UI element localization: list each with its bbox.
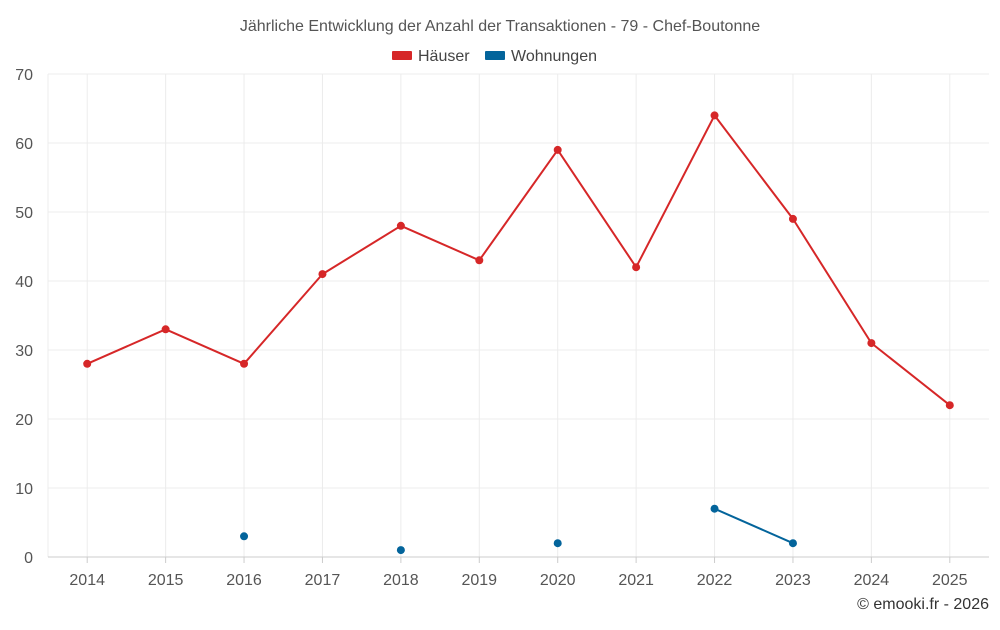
axes: 0 10 20 30 40 50 60 70 2014 2015 2016 2017 2018 2019 2… bbox=[15, 67, 989, 589]
data-point-haeuser[interactable] bbox=[945, 401, 954, 410]
data-point-wohnungen[interactable] bbox=[710, 504, 719, 513]
data-point-haeuser[interactable] bbox=[240, 359, 249, 368]
legend: Häuser Wohnungen bbox=[392, 48, 597, 65]
data-point-haeuser[interactable] bbox=[788, 214, 797, 223]
y-tick-label: 50 bbox=[15, 205, 33, 222]
credit-text: © emooki.fr - 2026 bbox=[857, 596, 989, 613]
series-line-segment-haeuser bbox=[321, 224, 402, 276]
legend-item-wohnungen[interactable]: Wohnungen bbox=[485, 48, 597, 65]
y-tick-label: 70 bbox=[15, 67, 33, 84]
x-tick-label: 2024 bbox=[854, 572, 890, 589]
data-point-haeuser[interactable] bbox=[161, 325, 170, 334]
x-tick-label: 2020 bbox=[540, 572, 576, 589]
x-tick-label: 2022 bbox=[697, 572, 733, 589]
x-tick-label: 2018 bbox=[383, 572, 419, 589]
legend-swatch-wohnungen bbox=[485, 51, 505, 60]
chart-title: Jährliche Entwicklung der Anzahl der Tra… bbox=[240, 18, 760, 35]
series-line-segment-haeuser bbox=[556, 148, 638, 269]
y-tick-label: 40 bbox=[15, 274, 33, 291]
series-line-segment-haeuser bbox=[164, 328, 246, 365]
series-line-segment-haeuser bbox=[478, 148, 559, 262]
x-tick-label: 2023 bbox=[775, 572, 811, 589]
data-point-haeuser[interactable] bbox=[318, 270, 327, 279]
series-line-segment-haeuser bbox=[635, 114, 716, 269]
data-point-haeuser[interactable] bbox=[710, 111, 719, 120]
series-line-segment-haeuser bbox=[399, 224, 481, 262]
y-tick-label: 20 bbox=[15, 412, 33, 429]
y-tick-label: 10 bbox=[15, 481, 33, 498]
x-tick-label: 2025 bbox=[932, 572, 968, 589]
series-line-segment-haeuser bbox=[86, 328, 167, 365]
data-point-wohnungen[interactable] bbox=[788, 539, 797, 548]
legend-label-haeuser: Häuser bbox=[418, 48, 470, 65]
x-tick-label: 2017 bbox=[305, 572, 341, 589]
data-point-wohnungen[interactable] bbox=[553, 539, 562, 548]
data-point-haeuser[interactable] bbox=[396, 221, 405, 230]
data-point-haeuser[interactable] bbox=[867, 339, 876, 348]
data-point-haeuser[interactable] bbox=[475, 256, 484, 265]
x-tick-label: 2021 bbox=[618, 572, 654, 589]
x-tick-label: 2014 bbox=[69, 572, 105, 589]
y-tick-label: 60 bbox=[15, 136, 33, 153]
x-tick-label: 2019 bbox=[461, 572, 497, 589]
x-tick-label: 2015 bbox=[148, 572, 184, 589]
legend-item-haeuser[interactable]: Häuser bbox=[392, 48, 470, 65]
data-point-haeuser[interactable] bbox=[83, 359, 92, 368]
y-tick-label: 30 bbox=[15, 343, 33, 360]
series-line-segment-haeuser bbox=[713, 114, 794, 220]
data-point-haeuser[interactable] bbox=[553, 145, 562, 154]
series-layer bbox=[83, 111, 954, 555]
x-tick-label: 2016 bbox=[226, 572, 262, 589]
data-point-wohnungen[interactable] bbox=[396, 546, 405, 555]
series-line-segment-haeuser bbox=[870, 342, 951, 407]
data-point-haeuser[interactable] bbox=[632, 263, 641, 272]
series-line-segment-wohnungen bbox=[713, 507, 794, 545]
legend-label-wohnungen: Wohnungen bbox=[511, 48, 597, 65]
legend-swatch-haeuser bbox=[392, 51, 412, 60]
y-tick-label: 0 bbox=[24, 550, 33, 567]
series-line-segment-haeuser bbox=[243, 273, 324, 365]
grid bbox=[47, 73, 989, 557]
series-line-segment-haeuser bbox=[791, 217, 873, 345]
data-point-wohnungen[interactable] bbox=[240, 532, 249, 541]
